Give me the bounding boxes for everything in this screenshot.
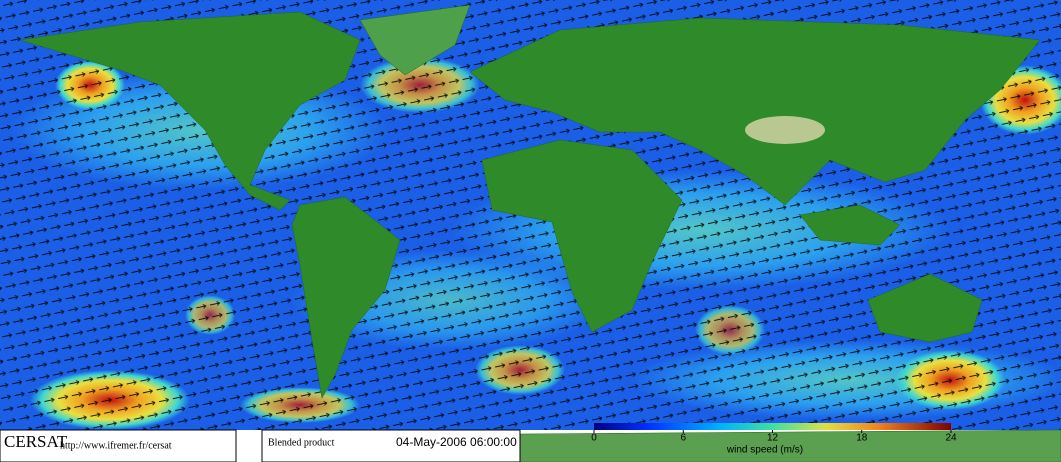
- footer: CERSAT http://www.ifremer.fr/cersat Blen…: [0, 429, 521, 462]
- branding-box: [0, 429, 237, 462]
- land: [19, 4, 1061, 462]
- colorbar-tick-label: 12: [767, 433, 779, 444]
- colorbar-tick-label: 18: [856, 433, 868, 444]
- colorbar: wind speed (m/s) 0 6 12 18 24: [591, 423, 957, 456]
- product-name: Blended product: [268, 437, 335, 448]
- colorbar-tick-label: 24: [945, 433, 957, 444]
- colorbar-label: wind speed (m/s): [726, 445, 803, 456]
- branding-url[interactable]: http://www.ifremer.fr/cersat: [60, 440, 172, 451]
- branding-name: CERSAT: [4, 432, 68, 451]
- timestamp: 04-May-2006 06:00:00: [396, 435, 517, 449]
- colorbar-tick-label: 0: [591, 433, 597, 444]
- colorbar-tick-label: 6: [680, 433, 686, 444]
- product-box: [261, 429, 521, 462]
- colorbar-scale: [594, 423, 951, 430]
